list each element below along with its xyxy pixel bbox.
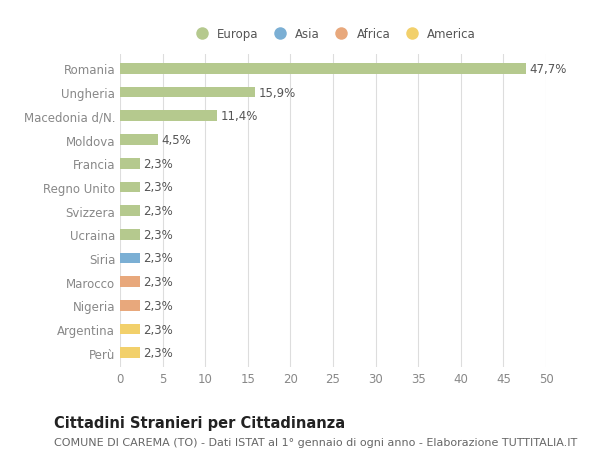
Bar <box>120 206 140 217</box>
Text: 2,3%: 2,3% <box>143 347 173 359</box>
Text: 2,3%: 2,3% <box>143 299 173 312</box>
Bar <box>120 88 256 98</box>
Bar <box>120 277 140 287</box>
Text: COMUNE DI CAREMA (TO) - Dati ISTAT al 1° gennaio di ogni anno - Elaborazione TUT: COMUNE DI CAREMA (TO) - Dati ISTAT al 1°… <box>54 437 577 447</box>
Bar <box>120 324 140 335</box>
Text: 4,5%: 4,5% <box>162 134 191 147</box>
Bar <box>120 158 140 169</box>
Bar <box>120 300 140 311</box>
Text: 11,4%: 11,4% <box>221 110 258 123</box>
Text: 2,3%: 2,3% <box>143 323 173 336</box>
Text: 2,3%: 2,3% <box>143 157 173 170</box>
Text: 2,3%: 2,3% <box>143 205 173 218</box>
Text: 2,3%: 2,3% <box>143 252 173 265</box>
Text: 47,7%: 47,7% <box>530 63 567 76</box>
Text: Cittadini Stranieri per Cittadinanza: Cittadini Stranieri per Cittadinanza <box>54 415 345 431</box>
Legend: Europa, Asia, Africa, America: Europa, Asia, Africa, America <box>185 23 481 46</box>
Text: 15,9%: 15,9% <box>259 86 296 100</box>
Bar <box>120 64 526 74</box>
Bar <box>120 111 217 122</box>
Bar <box>120 230 140 240</box>
Bar <box>120 348 140 358</box>
Text: 2,3%: 2,3% <box>143 228 173 241</box>
Bar <box>120 253 140 264</box>
Text: 2,3%: 2,3% <box>143 275 173 289</box>
Bar <box>120 135 158 146</box>
Bar <box>120 182 140 193</box>
Text: 2,3%: 2,3% <box>143 181 173 194</box>
